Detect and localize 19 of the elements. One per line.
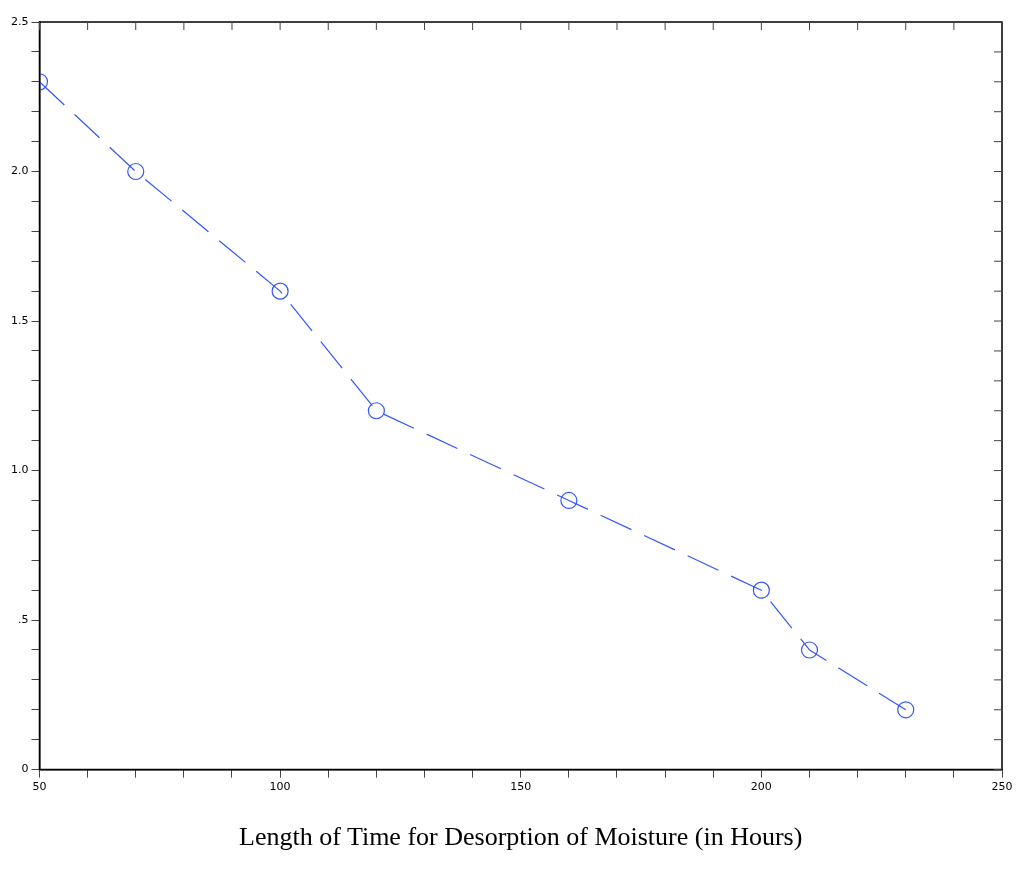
x-axis-title: Length of Time for Desorption of Moisture (in Hours)	[239, 822, 803, 852]
point	[800, 641, 819, 659]
point	[127, 162, 145, 181]
y-tick-label: 0	[21, 762, 29, 776]
y-tick-label: .5	[17, 612, 29, 626]
y-tick-label: 2.0	[10, 164, 29, 178]
point	[897, 701, 915, 719]
point	[752, 581, 770, 599]
point	[271, 282, 289, 300]
x-tick-label: 100	[269, 780, 291, 794]
x-tick-label: 50	[32, 780, 47, 794]
x-tick-label: 250	[991, 780, 1013, 794]
x-tick-label: 200	[750, 780, 772, 794]
y-tick-label: 1.0	[10, 463, 29, 477]
y-tick-label: 2.5	[10, 14, 29, 28]
point	[560, 491, 578, 510]
point	[367, 402, 385, 420]
y-tick-label: 1.5	[10, 313, 29, 327]
x-tick-label: 150	[510, 780, 532, 794]
